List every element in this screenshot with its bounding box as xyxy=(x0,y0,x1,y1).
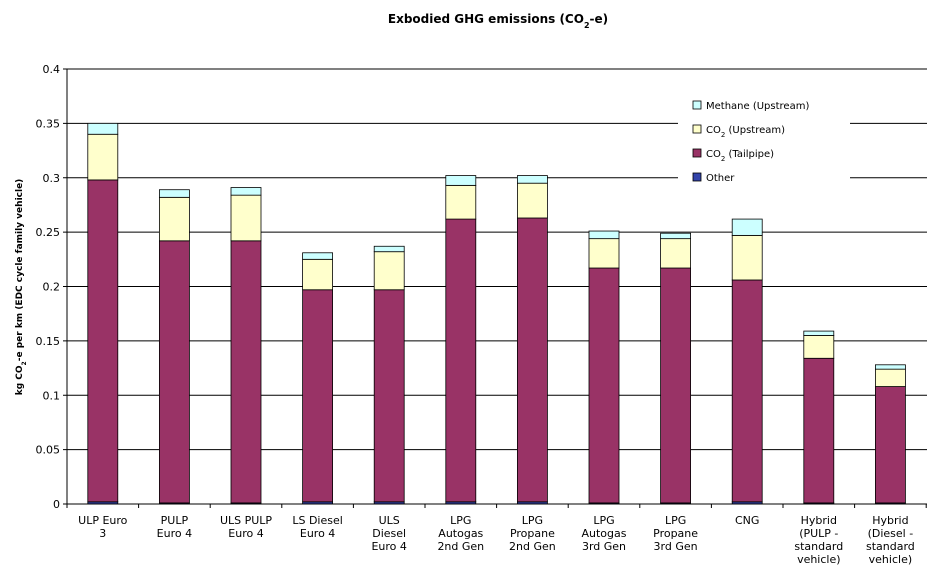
legend-swatch xyxy=(692,100,702,110)
legend: Methane (Upstream) CO2 (Upstream) CO2 (Tai… xyxy=(678,92,850,188)
y-tick-label: 0.15 xyxy=(36,335,61,348)
bar-segment xyxy=(87,122,119,135)
x-tick-label: PULP Euro 4 xyxy=(157,514,192,540)
bar-segment xyxy=(373,289,405,503)
y-tick-label: 0.25 xyxy=(36,226,61,239)
bar-segment xyxy=(803,357,835,504)
x-tick-label: CNG xyxy=(735,514,759,527)
bar-segment xyxy=(230,194,262,242)
bar-segment xyxy=(302,258,334,291)
bar-segment xyxy=(660,267,691,504)
bar-segment xyxy=(445,175,477,186)
x-tick-label: LPG Propane 2nd Gen xyxy=(509,514,556,553)
x-tick-labels: ULP Euro 3 PULP Euro 4 ULS PULP Euro 4 LS Dies… xyxy=(78,514,915,566)
bar-segment xyxy=(875,364,906,370)
bar-segment xyxy=(445,184,477,220)
axes xyxy=(63,68,927,508)
bar-segment xyxy=(660,238,691,269)
bar-segment xyxy=(731,234,763,281)
y-tick-label: 0.4 xyxy=(43,63,61,76)
bar-segment xyxy=(731,218,763,236)
bar-segment xyxy=(803,330,835,336)
bar-segment xyxy=(588,238,620,269)
bar-segment xyxy=(588,230,620,240)
y-tick-label: 0 xyxy=(53,498,60,511)
x-tick-label: LPG Autogas 3rd Gen xyxy=(582,514,627,553)
legend-label: Methane (Upstream) xyxy=(706,101,809,112)
bar-segment xyxy=(230,187,262,196)
bar-segment xyxy=(875,386,906,504)
legend-swatch xyxy=(692,124,702,134)
x-tick-label: Hybrid (Diesel -standard vehicle) xyxy=(866,514,915,566)
bar-segment xyxy=(517,217,548,503)
bar-segment xyxy=(302,289,334,503)
bar-segment xyxy=(731,279,763,503)
bar-segment xyxy=(660,232,691,240)
bar-segment xyxy=(230,240,262,504)
x-tick-label: LPG Autogas 2nd Gen xyxy=(437,514,484,553)
bar-segment xyxy=(517,175,548,184)
legend-label: CO2 (Tailpipe) xyxy=(706,149,774,163)
bar-segment xyxy=(517,182,548,219)
bar-segment xyxy=(158,196,190,242)
legend-swatch xyxy=(692,148,702,158)
x-tick-label: ULP Euro 3 xyxy=(78,514,128,540)
x-tick-label: LS Diesel Euro 4 xyxy=(292,514,342,540)
bar-segment xyxy=(158,189,190,198)
x-tick-label: LPG Propane 3rd Gen xyxy=(653,514,698,553)
x-tick-label: Hybrid (PULP -standard vehicle) xyxy=(794,514,843,566)
bar-segment xyxy=(803,335,835,359)
bar-segment xyxy=(445,218,477,503)
bar-segment xyxy=(875,368,906,387)
y-tick-labels: 0 0.05 0.1 0.15 0.2 0.25 0.3 0.35 0.4 xyxy=(36,63,61,511)
bar-segment xyxy=(87,133,119,181)
legend-label: CO2 (Upstream) xyxy=(706,125,785,139)
legend-swatch xyxy=(692,172,702,182)
y-tick-label: 0.3 xyxy=(43,172,61,185)
legend-label: Other xyxy=(706,173,735,184)
bar-segment xyxy=(373,251,405,291)
bars xyxy=(87,122,906,505)
chart-title: Exbodied GHG emissions (CO2-e) xyxy=(388,12,608,30)
bar-segment xyxy=(87,179,119,503)
y-tick-label: 0.35 xyxy=(36,117,61,130)
gridlines xyxy=(67,68,927,451)
y-tick-label: 0.05 xyxy=(36,444,61,457)
bar-segment xyxy=(373,245,405,253)
y-tick-label: 0.1 xyxy=(43,389,61,402)
y-tick-label: 0.2 xyxy=(43,281,61,294)
x-tick-label: ULS Diesel Euro 4 xyxy=(371,514,406,553)
bar-segment xyxy=(158,240,190,504)
bar-segment xyxy=(302,252,334,260)
legend-box xyxy=(678,92,850,188)
bar-segment xyxy=(588,267,620,504)
y-axis-label: kg CO2-e per km (EDC cycle family vehicl… xyxy=(15,179,28,396)
x-tick-label: ULS PULP Euro 4 xyxy=(220,514,272,540)
